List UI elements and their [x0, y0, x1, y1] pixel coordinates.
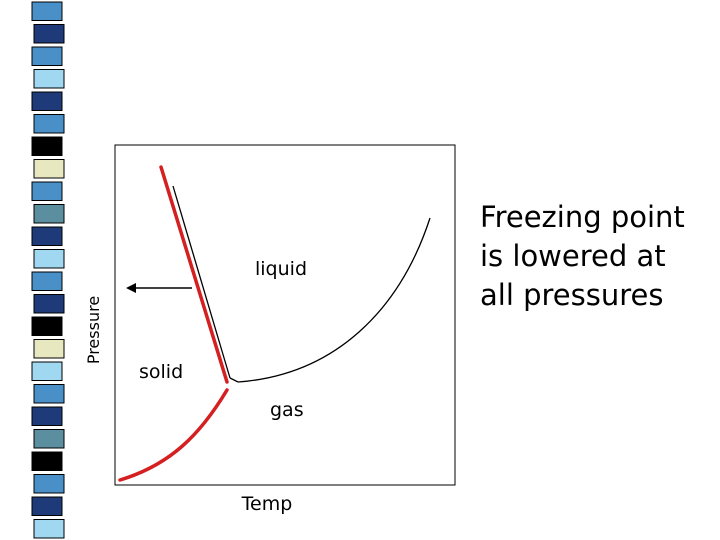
caption-line: all pressures [480, 278, 664, 312]
stripe-square [33, 204, 65, 224]
phase-diagram: Pressure Temp liquid solid gas [84, 144, 456, 515]
caption-line: Freezing point [480, 200, 685, 234]
stripe-square [31, 406, 63, 426]
stripe-square [33, 474, 65, 494]
stripe-square [31, 181, 63, 201]
stripe-square [33, 69, 65, 89]
y-axis-label: Pressure [84, 296, 103, 364]
stripe-square [31, 271, 63, 291]
shifted-solid-liquid-boundary [159, 165, 229, 384]
decorative-stripe [0, 0, 74, 540]
liquid-gas-boundary [237, 217, 431, 383]
stripe-square [31, 91, 63, 111]
gas-region-label: gas [270, 399, 304, 421]
stripe-square [33, 339, 65, 359]
stripe-square [33, 249, 65, 269]
stripe-square [31, 451, 63, 471]
stripe-square [31, 316, 63, 336]
stripe-square [33, 519, 65, 539]
stripe-square [31, 46, 63, 66]
stripe-square [31, 496, 63, 516]
stripe-square [31, 361, 63, 381]
shifted-solid-gas-boundary [118, 388, 229, 482]
stripe-square [33, 429, 65, 449]
stripe-square [31, 136, 63, 156]
caption-line: is lowered at [480, 239, 666, 273]
caption: Freezing point is lowered at all pressur… [480, 198, 715, 315]
stripe-square [31, 226, 63, 246]
stripe-square [31, 1, 63, 21]
x-axis-label: Temp [241, 493, 293, 515]
solid-region-label: solid [139, 361, 183, 383]
stripe-square [33, 384, 65, 404]
stripe-square [33, 294, 65, 314]
stripe-square [33, 114, 65, 134]
shift-arrow-head [126, 283, 136, 293]
diagram-frame [114, 144, 456, 486]
solid-liquid-boundary [172, 185, 231, 379]
stripe-square [33, 24, 65, 44]
triple-point-connector [229, 377, 239, 383]
liquid-region-label: liquid [255, 258, 307, 280]
stripe-square [33, 159, 65, 179]
